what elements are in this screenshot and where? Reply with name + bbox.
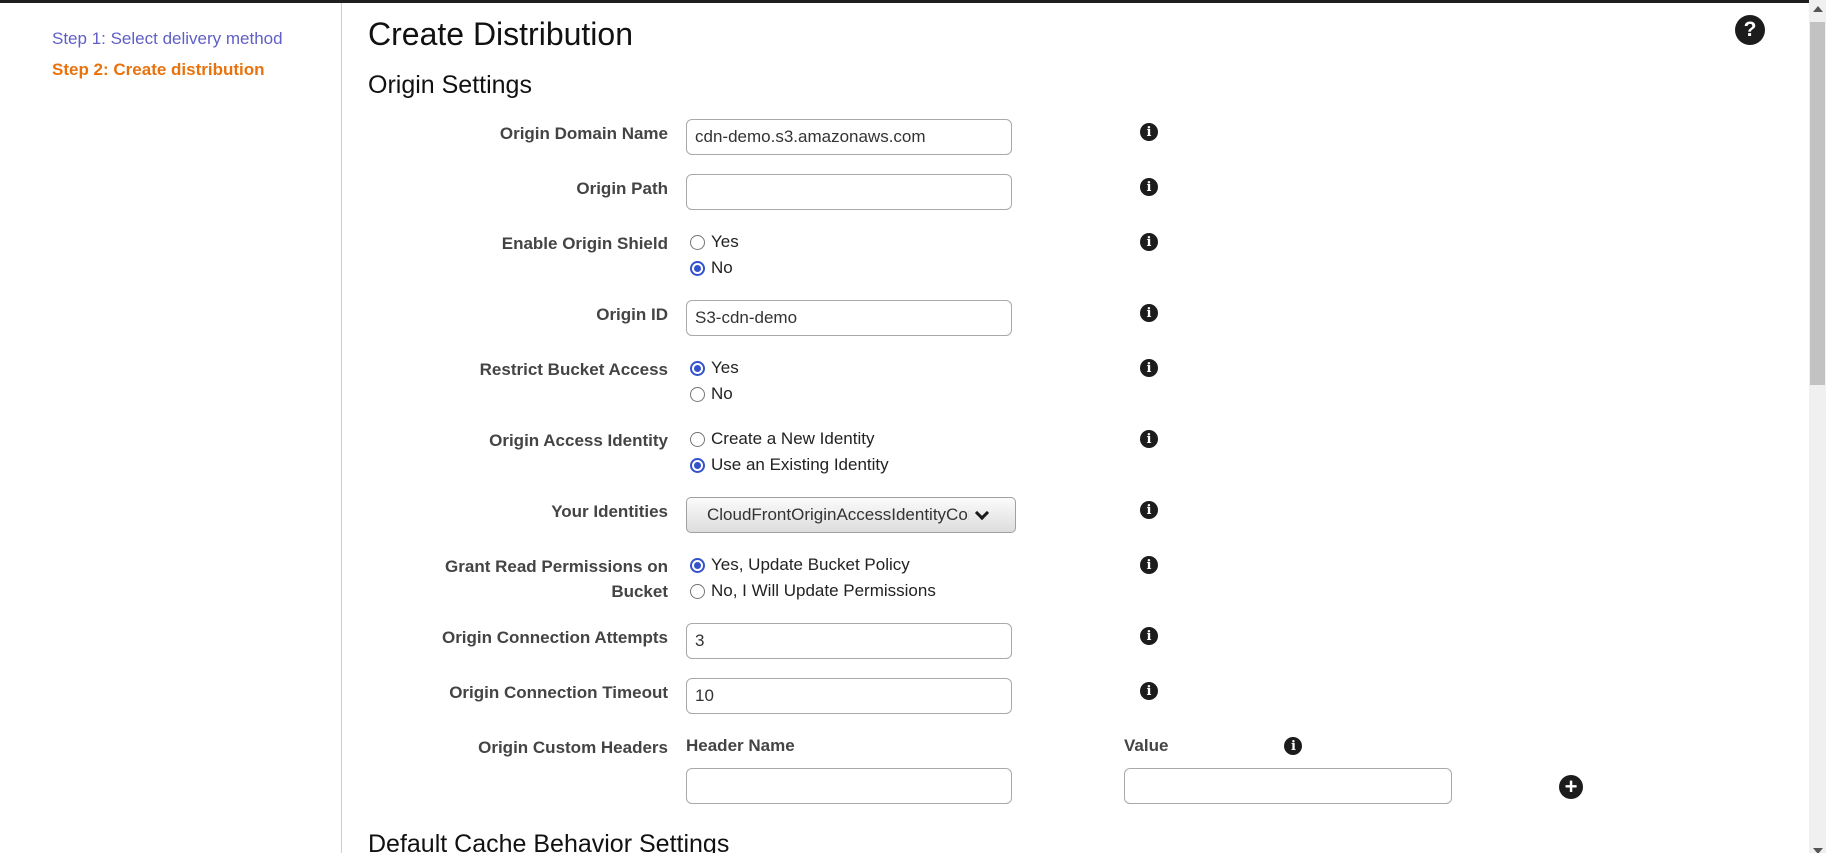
field-row-restrict-bucket-access: Restrict Bucket Access Yes No i — [342, 355, 1809, 407]
field-label: Grant Read Permissions on Bucket — [445, 557, 668, 601]
field-label: Origin Custom Headers — [478, 738, 668, 757]
info-icon[interactable]: i — [1140, 359, 1158, 377]
custom-header-value-input[interactable] — [1124, 768, 1452, 804]
radio-button-icon[interactable] — [690, 431, 705, 447]
scrollbar-down-arrow-icon[interactable] — [1813, 848, 1823, 853]
origin-shield-no-option[interactable]: No — [686, 255, 1016, 281]
origin-settings-heading: Origin Settings — [368, 71, 532, 99]
origin-id-input[interactable] — [686, 300, 1012, 336]
field-label: Your Identities — [551, 502, 668, 521]
default-cache-behavior-heading: Default Cache Behavior Settings — [368, 830, 730, 853]
top-border-bar — [0, 0, 1809, 3]
origin-settings-form: Origin Domain Name i Origin Path i Enabl… — [342, 119, 1809, 804]
radio-option-label: Create a New Identity — [711, 429, 875, 448]
info-icon[interactable]: i — [1140, 501, 1158, 519]
radio-button-icon[interactable] — [690, 557, 705, 573]
your-identities-select[interactable]: CloudFrontOriginAccessIdentityConfi — [686, 497, 1016, 533]
oai-create-new-option[interactable]: Create a New Identity — [686, 426, 1016, 452]
info-icon[interactable]: i — [1140, 233, 1158, 251]
field-row-origin-custom-headers: Origin Custom Headers Header Name Value … — [342, 733, 1809, 804]
radio-button-icon[interactable] — [690, 360, 705, 376]
radio-button-icon[interactable] — [690, 583, 705, 599]
radio-option-label: No, I Will Update Permissions — [711, 581, 936, 600]
grant-permissions-no-option[interactable]: No, I Will Update Permissions — [686, 578, 1016, 604]
info-icon[interactable]: i — [1140, 556, 1158, 574]
field-row-origin-id: Origin ID i — [342, 300, 1809, 336]
origin-domain-name-input[interactable] — [686, 119, 1012, 155]
sidebar-step-1-link[interactable]: Step 1: Select delivery method — [52, 29, 283, 48]
radio-button-icon[interactable] — [690, 260, 705, 276]
field-row-origin-domain-name: Origin Domain Name i — [342, 119, 1809, 155]
restrict-bucket-no-option[interactable]: No — [686, 381, 1016, 407]
field-row-origin-path: Origin Path i — [342, 174, 1809, 210]
field-label: Origin Domain Name — [499, 124, 668, 143]
vertical-scrollbar[interactable] — [1809, 0, 1826, 853]
restrict-bucket-yes-option[interactable]: Yes — [686, 355, 1016, 381]
radio-button-icon[interactable] — [690, 457, 705, 473]
field-label: Origin Connection Timeout — [449, 683, 668, 702]
selected-identity-value: CloudFrontOriginAccessIdentityConfi — [707, 505, 969, 524]
value-column-label: Value — [1124, 736, 1169, 755]
info-icon[interactable]: i — [1284, 737, 1303, 755]
sidebar-step-2-current: Step 2: Create distribution — [52, 60, 265, 79]
field-row-enable-origin-shield: Enable Origin Shield Yes No i — [342, 229, 1809, 281]
origin-connection-attempts-input[interactable] — [686, 623, 1012, 659]
scrollbar-thumb[interactable] — [1810, 22, 1825, 385]
grant-permissions-yes-option[interactable]: Yes, Update Bucket Policy — [686, 552, 1016, 578]
scrollbar-up-arrow-icon[interactable] — [1813, 6, 1823, 12]
info-icon[interactable]: i — [1140, 682, 1158, 700]
info-icon[interactable]: i — [1140, 304, 1158, 322]
add-custom-header-icon[interactable]: + — [1559, 775, 1583, 799]
field-label: Origin Connection Attempts — [441, 628, 668, 647]
oai-use-existing-option[interactable]: Use an Existing Identity — [686, 452, 1016, 478]
info-icon[interactable]: i — [1140, 178, 1158, 196]
field-label: Origin Access Identity — [489, 431, 668, 450]
field-row-origin-connection-timeout: Origin Connection Timeout i — [342, 678, 1809, 714]
origin-path-input[interactable] — [686, 174, 1012, 210]
radio-option-label: No — [711, 258, 733, 277]
field-row-your-identities: Your Identities CloudFrontOriginAccessId… — [342, 497, 1809, 533]
origin-shield-yes-option[interactable]: Yes — [686, 229, 1016, 255]
chevron-down-icon — [974, 505, 990, 521]
info-icon[interactable]: i — [1140, 430, 1158, 448]
radio-option-label: Yes, Update Bucket Policy — [711, 555, 910, 574]
radio-option-label: Yes — [711, 232, 739, 251]
field-row-grant-read-permissions: Grant Read Permissions on Bucket Yes, Up… — [342, 552, 1809, 604]
field-row-origin-access-identity: Origin Access Identity Create a New Iden… — [342, 426, 1809, 478]
radio-option-label: Use an Existing Identity — [711, 455, 889, 474]
field-label: Origin ID — [596, 305, 668, 324]
radio-button-icon[interactable] — [690, 234, 705, 250]
field-label: Enable Origin Shield — [501, 234, 668, 253]
radio-option-label: Yes — [711, 358, 739, 377]
wizard-steps-sidebar: Step 1: Select delivery method Step 2: C… — [0, 3, 342, 853]
help-icon[interactable]: ? — [1735, 15, 1765, 45]
info-icon[interactable]: i — [1140, 123, 1158, 141]
custom-header-name-input[interactable] — [686, 768, 1012, 804]
page-title: Create Distribution — [368, 16, 633, 52]
origin-connection-timeout-input[interactable] — [686, 678, 1012, 714]
radio-option-label: No — [711, 384, 733, 403]
info-icon[interactable]: i — [1140, 627, 1158, 645]
field-label: Restrict Bucket Access — [479, 360, 668, 379]
field-label: Origin Path — [576, 179, 668, 198]
radio-button-icon[interactable] — [690, 386, 705, 402]
header-name-column-label: Header Name — [686, 736, 795, 755]
main-content: Create Distribution Origin Settings Orig… — [342, 3, 1809, 853]
field-row-origin-connection-attempts: Origin Connection Attempts i — [342, 623, 1809, 659]
